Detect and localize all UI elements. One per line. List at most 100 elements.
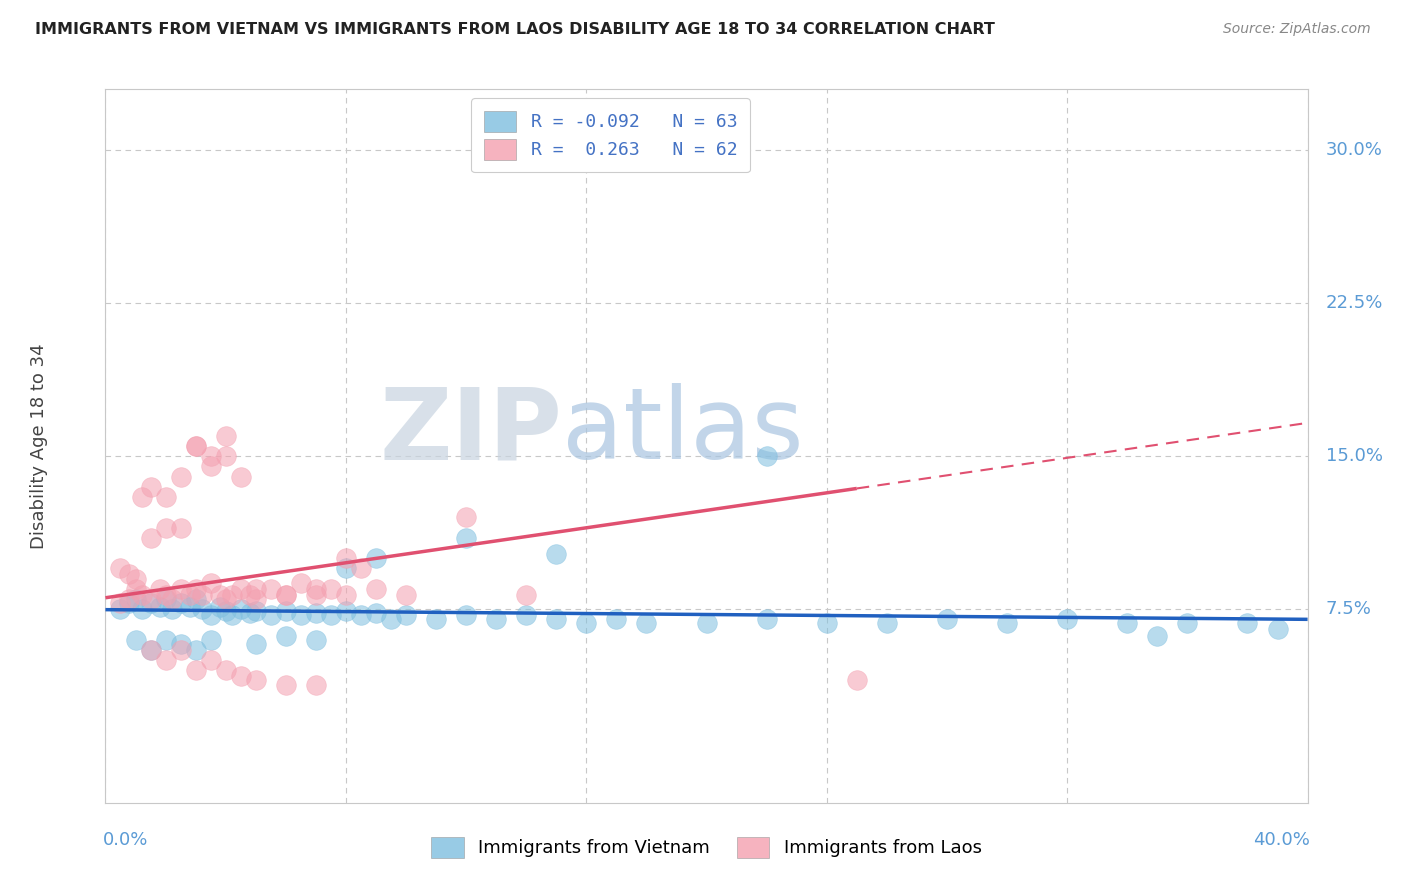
Point <box>200 632 222 647</box>
Point <box>160 591 183 606</box>
Point <box>319 608 342 623</box>
Point <box>118 596 141 610</box>
Point <box>274 588 297 602</box>
Point <box>350 608 373 623</box>
Point <box>200 608 222 623</box>
Point <box>124 572 146 586</box>
Text: 15.0%: 15.0% <box>1326 447 1382 466</box>
Point <box>335 604 357 618</box>
Point <box>155 591 177 606</box>
Point <box>155 490 177 504</box>
Point <box>169 596 191 610</box>
Point <box>395 608 418 623</box>
Point <box>245 604 267 618</box>
Point <box>190 588 212 602</box>
Point <box>148 600 170 615</box>
Text: IMMIGRANTS FROM VIETNAM VS IMMIGRANTS FROM LAOS DISABILITY AGE 18 TO 34 CORRELAT: IMMIGRANTS FROM VIETNAM VS IMMIGRANTS FR… <box>35 22 995 37</box>
Point <box>319 582 342 596</box>
Point <box>184 439 207 453</box>
Point <box>260 582 283 596</box>
Text: 40.0%: 40.0% <box>1253 831 1310 849</box>
Text: 30.0%: 30.0% <box>1326 141 1382 160</box>
Point <box>200 449 222 463</box>
Point <box>179 588 201 602</box>
Point <box>364 606 387 620</box>
Point <box>305 632 328 647</box>
Point <box>636 616 658 631</box>
Point <box>139 591 162 606</box>
Point <box>190 602 212 616</box>
Text: Source: ZipAtlas.com: Source: ZipAtlas.com <box>1223 22 1371 37</box>
Point <box>515 588 537 602</box>
Point <box>110 561 132 575</box>
Point <box>124 591 146 606</box>
Point <box>148 582 170 596</box>
Point <box>155 653 177 667</box>
Point <box>214 663 236 677</box>
Point <box>364 551 387 566</box>
Point <box>245 582 267 596</box>
Point <box>546 547 568 561</box>
Point <box>239 588 262 602</box>
Point <box>454 608 477 623</box>
Point <box>208 588 231 602</box>
Point <box>221 608 243 623</box>
Point <box>184 591 207 606</box>
Point <box>305 582 328 596</box>
Point <box>229 469 252 483</box>
Point <box>229 582 252 596</box>
Point <box>160 602 183 616</box>
Point <box>124 632 146 647</box>
Point <box>124 582 146 596</box>
Point <box>755 612 778 626</box>
Text: atlas: atlas <box>562 384 804 480</box>
Point <box>515 608 537 623</box>
Point <box>214 604 236 618</box>
Point <box>118 591 141 606</box>
Point <box>214 429 236 443</box>
Point <box>139 480 162 494</box>
Point <box>118 567 141 582</box>
Point <box>131 602 153 616</box>
Point <box>260 608 283 623</box>
Text: 22.5%: 22.5% <box>1326 294 1384 312</box>
Point <box>169 469 191 483</box>
Point <box>221 588 243 602</box>
Point <box>755 449 778 463</box>
Point <box>274 588 297 602</box>
Text: ZIP: ZIP <box>380 384 562 480</box>
Point <box>229 669 252 683</box>
Text: Disability Age 18 to 34: Disability Age 18 to 34 <box>31 343 48 549</box>
Point <box>169 643 191 657</box>
Point <box>575 616 598 631</box>
Point <box>845 673 868 688</box>
Point <box>245 637 267 651</box>
Point <box>454 510 477 524</box>
Point <box>184 643 207 657</box>
Point <box>485 612 508 626</box>
Point <box>179 600 201 615</box>
Point <box>245 591 267 606</box>
Point <box>274 604 297 618</box>
Point <box>200 575 222 590</box>
Point <box>364 582 387 596</box>
Point <box>305 588 328 602</box>
Point <box>214 449 236 463</box>
Point <box>605 612 627 626</box>
Point <box>239 606 262 620</box>
Point <box>290 575 312 590</box>
Point <box>335 551 357 566</box>
Point <box>1116 616 1139 631</box>
Point <box>1146 629 1168 643</box>
Point <box>395 588 418 602</box>
Point <box>169 637 191 651</box>
Point <box>1056 612 1078 626</box>
Point <box>350 561 373 575</box>
Point <box>169 520 191 534</box>
Text: 0.0%: 0.0% <box>103 831 149 849</box>
Point <box>229 602 252 616</box>
Point <box>936 612 959 626</box>
Point <box>184 663 207 677</box>
Point <box>995 616 1018 631</box>
Point <box>696 616 718 631</box>
